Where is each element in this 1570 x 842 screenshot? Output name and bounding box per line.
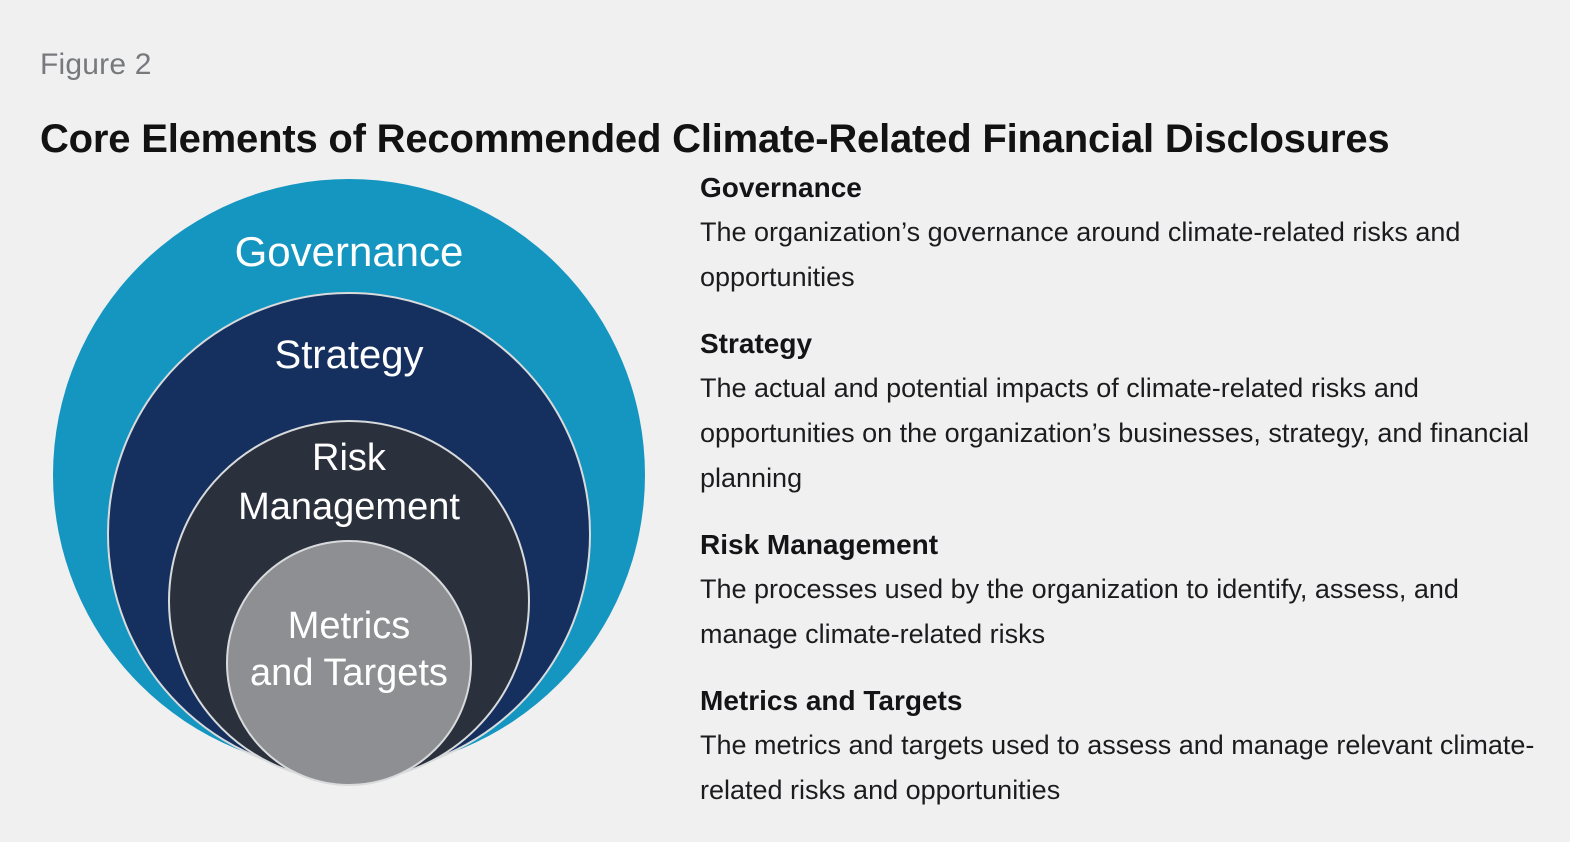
strategy-section: Strategy The actual and potential impact… <box>700 321 1555 501</box>
risk-management-circle-label-line1: Risk <box>312 437 386 479</box>
nested-circles-diagram: Governance Strategy Risk Management Metr… <box>0 0 700 842</box>
strategy-section-body: The actual and potential impacts of clim… <box>700 373 1530 493</box>
figure-number-label: Figure 2 <box>40 48 152 81</box>
risk-management-section: Risk Management The processes used by th… <box>700 522 1555 657</box>
metrics-and-targets-circle <box>226 540 472 786</box>
governance-section-heading: Governance <box>700 172 862 203</box>
figure-title: Core Elements of Recommended Climate-Rel… <box>40 116 1390 161</box>
governance-section: Governance The organization’s governance… <box>700 165 1555 300</box>
risk-management-section-heading: Risk Management <box>700 529 939 560</box>
metrics-and-targets-section-body: The metrics and targets used to assess a… <box>700 730 1535 805</box>
definitions-panel: Governance The organization’s governance… <box>700 165 1555 834</box>
governance-circle-label-line1: Governance <box>234 228 464 275</box>
risk-management-circle-label-line2: Management <box>238 486 460 528</box>
strategy-circle-label-line1: Strategy <box>274 333 424 377</box>
metrics-and-targets-section-heading: Metrics and Targets <box>700 685 963 716</box>
governance-circle-label: Governance <box>49 228 649 276</box>
risk-management-circle-label: Risk Management <box>49 434 649 532</box>
metrics-and-targets-section: Metrics and Targets The metrics and targ… <box>700 678 1555 813</box>
risk-management-section-body: The processes used by the organization t… <box>700 574 1459 649</box>
metrics-and-targets-circle-label: Metrics and Targets <box>49 603 649 697</box>
governance-section-body: The organization’s governance around cli… <box>700 217 1461 292</box>
strategy-circle-label: Strategy <box>49 333 649 378</box>
strategy-section-heading: Strategy <box>700 328 813 359</box>
metrics-and-targets-circle-label-line2: and Targets <box>250 652 448 694</box>
metrics-and-targets-circle-label-line1: Metrics <box>287 605 411 647</box>
